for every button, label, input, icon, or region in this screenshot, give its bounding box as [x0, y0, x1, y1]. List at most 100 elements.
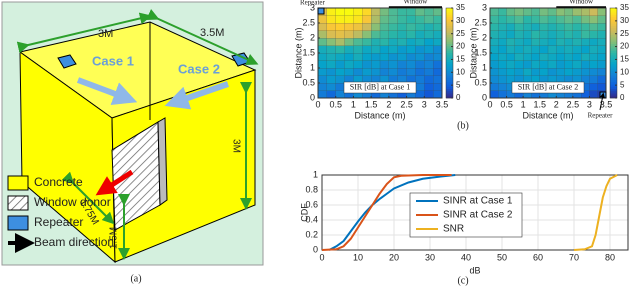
y-tick-label: 3	[310, 2, 315, 12]
colorbar-step	[446, 77, 453, 81]
heat-cell	[371, 7, 381, 16]
heat-cell	[514, 45, 524, 54]
heat-cell	[589, 15, 599, 24]
heat-cell	[335, 82, 345, 91]
heat-cell	[371, 37, 381, 46]
heat-cell	[424, 90, 434, 99]
heat-cell	[371, 22, 381, 31]
heat-cell	[397, 22, 407, 31]
y-tick-label: 0.5	[474, 77, 487, 87]
heat-cell	[572, 37, 582, 46]
heat-cell	[539, 45, 549, 54]
heat-cell	[506, 30, 516, 39]
heat-cell	[388, 45, 399, 54]
heat-cell	[371, 52, 381, 61]
diagram: 3M 3.5M Case 1 Case 2 1.75M 1.5M 3M Conc…	[1, 1, 264, 266]
heat-cell	[397, 60, 407, 69]
heat-cell	[589, 7, 599, 16]
x-tick-label: 0	[487, 99, 492, 109]
heat-cell	[506, 52, 516, 61]
colorbar-step	[446, 23, 453, 27]
heat-cell	[531, 52, 541, 61]
heat-cell	[514, 22, 524, 31]
heat-cell	[556, 15, 565, 24]
colorbar-label: 20	[620, 42, 629, 51]
x-axis-label: Distance (m)	[354, 110, 405, 120]
heat-cell	[317, 75, 328, 84]
heat-cell	[406, 22, 416, 31]
colorbar-step	[610, 41, 617, 45]
heat-cell	[362, 22, 372, 31]
heat-cell	[556, 7, 565, 16]
heat-cell	[379, 37, 390, 46]
heat-cell	[326, 37, 337, 46]
colorbar-step	[610, 17, 617, 20]
colorbar-label: 35	[620, 3, 629, 12]
dim-label: 3.5M	[200, 27, 224, 39]
heat-cell	[498, 30, 507, 39]
heat-cell	[539, 37, 549, 46]
heat-cell	[523, 60, 532, 69]
x-tick-label: 60	[533, 252, 543, 262]
colorbar-step	[446, 59, 453, 63]
heat-cell	[317, 82, 328, 91]
colorbar-step	[446, 32, 453, 36]
colorbar-step	[446, 30, 453, 34]
cdf-line	[321, 174, 452, 251]
heat-cell	[589, 22, 599, 31]
colorbar-step	[446, 82, 453, 85]
heat-cell	[498, 7, 507, 16]
heat-cell	[344, 22, 354, 31]
y-tick-label: 2	[310, 32, 315, 42]
heat-cell	[388, 52, 399, 61]
y-tick-label: 1	[313, 169, 318, 179]
heat-cell	[498, 15, 507, 24]
chart-title: SIR [dB] at Case 2	[518, 82, 578, 91]
heat-cell	[326, 52, 337, 61]
colorbar-label: 10	[456, 67, 465, 76]
colorbar-step	[610, 75, 617, 79]
colorbar-step	[610, 71, 617, 74]
heat-cell	[326, 82, 337, 91]
heat-cell	[326, 60, 337, 69]
heat-cell	[523, 37, 532, 46]
colorbar-step	[446, 39, 453, 43]
x-tick-label: 1.5	[533, 99, 546, 109]
heat-cell	[547, 15, 557, 24]
heat-cell	[589, 30, 599, 39]
heat-cell	[581, 15, 590, 24]
x-tick-label: 2.5	[567, 99, 580, 109]
legend-label: SNR	[443, 224, 464, 235]
heat-cell	[406, 37, 416, 46]
heat-cell	[564, 52, 574, 61]
heat-cell	[371, 30, 381, 39]
colorbar-step	[610, 14, 617, 18]
heat-cell	[589, 82, 599, 91]
colorbar-step	[446, 41, 453, 45]
heat-cell	[406, 7, 416, 16]
heat-cell	[326, 7, 337, 16]
y-tick-label: 0.8	[305, 184, 318, 194]
heat-cell	[547, 52, 557, 61]
heat-cell	[379, 52, 390, 61]
heat-cell	[489, 45, 499, 54]
heat-cell	[433, 22, 443, 31]
heat-cell	[589, 37, 599, 46]
repeater-marker	[317, 7, 325, 15]
heat-cell	[589, 67, 599, 76]
heat-cell	[547, 60, 557, 69]
heat-cell	[547, 7, 557, 16]
heat-cell	[415, 60, 425, 69]
chart: 00.20.40.60.810 10 20 30 40 50 60 70 80dBCDFSINR…	[299, 169, 629, 275]
colorbar-step	[610, 84, 617, 88]
heat-cell	[597, 37, 607, 46]
legend-label: Repeater	[34, 215, 83, 229]
repeater	[57, 54, 77, 69]
y-tick-label: 0.6	[305, 199, 318, 209]
heat-cell	[581, 45, 590, 54]
heat-cell	[433, 75, 443, 84]
heat-cell	[564, 60, 574, 69]
heat-cell	[523, 45, 532, 54]
heat-cell	[433, 82, 443, 91]
